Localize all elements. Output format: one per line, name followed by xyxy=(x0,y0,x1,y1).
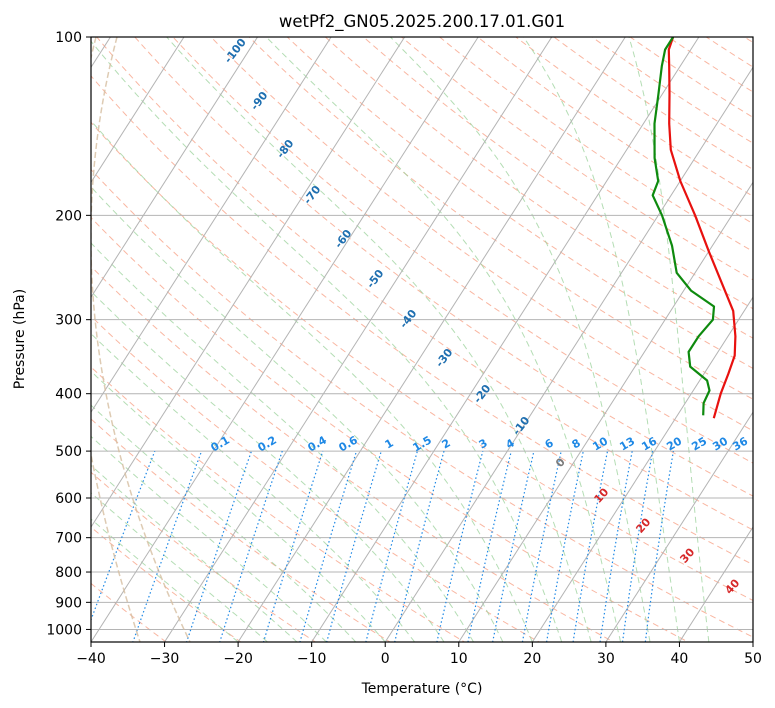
y-tick-label: 100 xyxy=(55,30,82,46)
y-tick-label: 400 xyxy=(55,387,82,403)
y-tick-label: 900 xyxy=(55,595,82,611)
moist-adiabat-line xyxy=(91,370,386,642)
moist-adiabat-line xyxy=(91,518,239,642)
arc-curve xyxy=(91,37,141,642)
moist-adiabat-line xyxy=(91,332,416,642)
dry-adiabat-line xyxy=(591,37,753,144)
isotherm-line xyxy=(678,526,753,642)
mixing-ratio-line xyxy=(299,450,358,642)
x-tick-label: 50 xyxy=(744,651,762,667)
moist-adiabat-line xyxy=(91,435,327,642)
x-tick-label: 20 xyxy=(523,651,541,667)
isotherm-line xyxy=(91,37,406,528)
mixing-ratio-line xyxy=(436,450,484,642)
dry-adiabat-line xyxy=(400,37,753,281)
series-layer xyxy=(651,37,737,419)
y-tick-label: 1000 xyxy=(46,622,82,638)
isotherm-line xyxy=(91,37,332,414)
profile-line-2 xyxy=(651,37,716,416)
moist-adiabat-line xyxy=(390,37,651,642)
dry-adiabat-line xyxy=(172,37,753,464)
moist-adiabat-line xyxy=(523,37,680,642)
y-tick-label: 500 xyxy=(55,444,82,460)
mixing-ratio-line xyxy=(326,450,382,642)
x-tick-label: 30 xyxy=(597,651,615,667)
moist-adiabat-line xyxy=(628,37,710,642)
isotherm-line xyxy=(237,37,626,642)
isotherm-line xyxy=(311,37,700,642)
dry-adiabat-line xyxy=(324,37,753,339)
dry-adiabat-line xyxy=(134,37,753,497)
y-tick-label: 800 xyxy=(55,565,82,581)
x-axis-label: Temperature (°C) xyxy=(361,681,483,697)
moist-adiabat-line xyxy=(91,464,298,642)
dry-adiabat-line xyxy=(476,37,753,225)
moist-adiabat-line xyxy=(91,120,533,642)
dry-adiabat-line xyxy=(91,471,317,642)
mixing-ratio-line xyxy=(262,450,324,642)
moist-adiabat-line xyxy=(91,492,268,642)
dry-adiabat-line xyxy=(362,37,753,310)
isotherm-line xyxy=(163,37,553,642)
arc-curve xyxy=(91,37,191,642)
x-tick-label: −10 xyxy=(297,651,327,667)
moist-adiabat-line xyxy=(91,290,445,642)
dry-adiabat-line xyxy=(515,37,753,197)
dry-adiabat-line xyxy=(91,121,753,601)
dry-adiabat-line xyxy=(91,168,753,638)
dry-adiabat-line xyxy=(91,216,690,642)
x-tick-label: −30 xyxy=(150,651,180,667)
isotherm-line xyxy=(384,66,753,642)
isotherm-line xyxy=(91,37,185,184)
x-tick-label: 10 xyxy=(450,651,468,667)
isotherm-line xyxy=(605,411,753,642)
dry-adiabat-line xyxy=(248,37,753,400)
y-tick-label: 300 xyxy=(55,313,82,329)
moist-adiabat-line xyxy=(91,40,563,642)
mixing-ratio-line xyxy=(492,450,535,642)
isotherm-line xyxy=(531,296,753,642)
moist-adiabat-line xyxy=(91,186,504,642)
isotherm-line xyxy=(458,181,753,642)
dry-adiabat-line xyxy=(91,265,615,642)
mixing-ratio-line xyxy=(394,450,445,642)
y-tick-label: 600 xyxy=(55,491,82,507)
dry-adiabat-line xyxy=(286,37,753,369)
dry-adiabat-line xyxy=(96,37,753,531)
moist-adiabat-line xyxy=(265,37,622,642)
mixing-ratio-line xyxy=(545,450,584,642)
dry-adiabat-line xyxy=(438,37,753,252)
y-axis-label: Pressure (hPa) xyxy=(12,289,28,389)
isotherm-line xyxy=(91,37,259,299)
dry-adiabat-line xyxy=(210,37,753,432)
mixing-ratio-line xyxy=(467,450,512,642)
moist-adiabat-line xyxy=(91,242,474,642)
profile-line-1 xyxy=(667,37,737,419)
isotherm-line xyxy=(91,37,479,642)
y-tick-label: 200 xyxy=(55,208,82,224)
dry-adiabat-line xyxy=(91,75,753,566)
moist-adiabat-line xyxy=(166,37,592,642)
x-tick-label: −40 xyxy=(76,651,106,667)
dry-adiabat-line xyxy=(91,315,541,642)
x-tick-label: 40 xyxy=(671,651,689,667)
grid-layer xyxy=(91,37,753,642)
mixing-ratio-line xyxy=(91,450,156,622)
x-tick-label: −20 xyxy=(223,651,253,667)
mixing-ratio-line xyxy=(521,450,562,642)
moist-adiabat-line xyxy=(91,404,357,642)
plot-frame xyxy=(90,36,754,643)
y-tick-label: 700 xyxy=(55,531,82,547)
chart-title: wetPf2_GN05.2025.200.17.01.G01 xyxy=(279,12,565,32)
mixing-ratio-line xyxy=(365,450,418,642)
dry-adiabat-line xyxy=(553,37,753,171)
x-axis-ticks: −40 −30 −20 −10 0 10 20 30 40 50 xyxy=(76,642,762,667)
x-tick-label: 0 xyxy=(381,651,390,667)
y-axis-ticks: 100 200 300 400 500 600 700 800 900 1000 xyxy=(46,30,91,638)
